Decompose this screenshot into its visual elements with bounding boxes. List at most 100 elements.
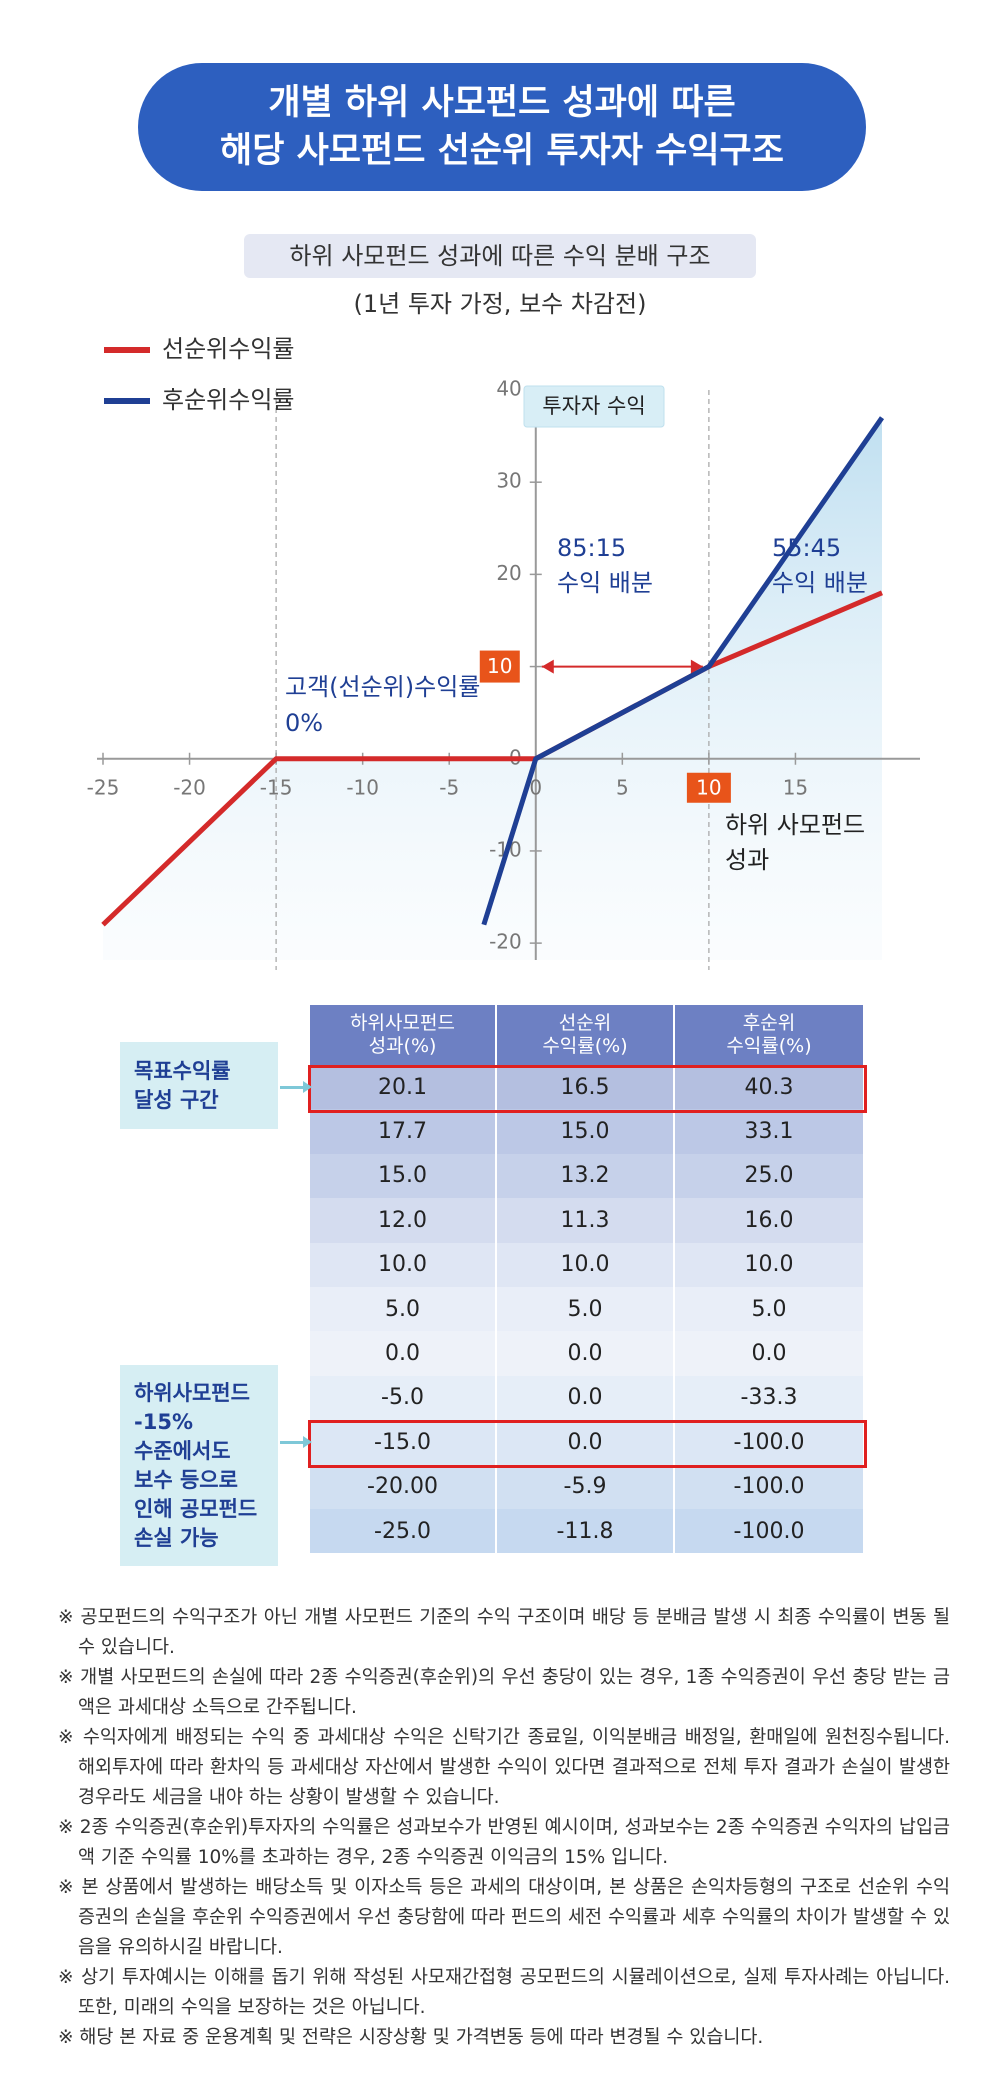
table-cell: -5.9: [497, 1464, 675, 1509]
annotation: 55:45: [772, 534, 841, 562]
annotation: 고객(선순위)수익률: [285, 673, 480, 701]
table-row: -15.0 0.0 -100.0: [310, 1420, 863, 1465]
table-cell: 17.7: [310, 1109, 497, 1154]
annotation: 투자자 수익: [542, 394, 645, 418]
chart: 하위 사모펀드 성과에 따른 수익 분배 구조 (1년 투자 가정, 보수 차감…: [87, 234, 920, 970]
table-cell: 16.5: [497, 1065, 675, 1110]
table-cell: -11.8: [497, 1508, 675, 1554]
arrow-head: [541, 659, 554, 674]
header-text: 후순위: [742, 1012, 796, 1034]
table-cell: -100.0: [733, 1429, 805, 1455]
table-cell: 5.0: [497, 1286, 675, 1332]
header-cell: 선순위 수익률(%): [497, 1005, 675, 1065]
side-arrow: [280, 1436, 312, 1449]
title-line: 개별 하위 사모펀드 성과에 따른: [268, 83, 736, 123]
subtitle-box: [244, 234, 756, 278]
x-tick-label: -5: [439, 775, 459, 799]
area-fill: [103, 417, 882, 960]
table-row: 0.0 0.0 0.0: [310, 1331, 863, 1376]
y-tick-label: 30: [496, 469, 521, 493]
table-cell: 0.0: [497, 1331, 675, 1376]
header-cell: 후순위 수익률(%): [675, 1005, 863, 1065]
table-cell: 15.0: [310, 1153, 497, 1199]
note: ※ 해당 본 자료 중 운용계획 및 전략은 시장상황 및 가격변동 등에 따라…: [58, 2027, 764, 2048]
y-tick-label: 20: [496, 561, 521, 585]
side-label-line: 보수 등으로: [134, 1467, 238, 1492]
legend-label: 후순위수익률: [162, 386, 294, 414]
table-cell: 0.0: [751, 1341, 787, 1367]
table-cell: 15.0: [497, 1109, 675, 1154]
table-cell: -33.3: [740, 1385, 798, 1411]
x-tick-label: 10: [696, 775, 721, 799]
x-tick-label: -20: [173, 775, 206, 799]
side-label-line: 인해 공모펀드: [134, 1496, 258, 1521]
table-cell: -15.0: [310, 1420, 497, 1465]
note: ※ 본 상품에서 발생하는 배당소득 및 이자소득 등은 과세의 대상이며, 본…: [58, 1877, 950, 1958]
side-label-line: 달성 구간: [134, 1087, 219, 1112]
y-tick-label: 10: [487, 654, 512, 678]
x-tick-label: -15: [260, 775, 293, 799]
x-tick-label: 15: [783, 775, 808, 799]
highlight-tick-box: [686, 772, 731, 803]
table-cell: 16.0: [744, 1207, 794, 1233]
title-line: 해당 사모펀드 선순위 투자자 수익구조: [220, 131, 784, 171]
table-header: 하위사모펀드 성과(%) 선순위 수익률(%) 후순위 수익률(%): [310, 1005, 863, 1065]
table-cell: -5.0: [310, 1375, 497, 1421]
table-cell: 20.1: [310, 1065, 497, 1110]
table-cell: -100.0: [733, 1518, 805, 1544]
annotation: 수익 배분: [557, 569, 653, 597]
table-cell: 0.0: [310, 1331, 497, 1376]
table-cell: 40.3: [744, 1074, 794, 1100]
table-cell: 25.0: [744, 1163, 794, 1189]
side-label-line: -15%: [134, 1409, 193, 1434]
notes: ※ 공모펀드의 수익구조가 아닌 개별 사모펀드 기준의 수익 구조이며 배당 …: [58, 1603, 950, 2053]
title-pill: 개별 하위 사모펀드 성과에 따른 해당 사모펀드 선순위 투자자 수익구조: [138, 63, 866, 191]
x-tick-label: 0: [529, 775, 542, 799]
table-row: 10.0 10.0 10.0: [310, 1242, 863, 1287]
table-cell: 10.0: [497, 1242, 675, 1287]
x-tick-label: -25: [87, 775, 120, 799]
header-text: 하위사모펀드: [350, 1012, 455, 1034]
highlight-tick-box: [479, 650, 520, 683]
x-tick-label: -10: [346, 775, 379, 799]
annotation: 0%: [285, 709, 323, 737]
table-cell: 10.0: [310, 1242, 497, 1287]
table-row: 17.7 15.0 33.1: [310, 1109, 863, 1154]
table-cell: -20.00: [310, 1464, 497, 1509]
y-tick-label: 40: [496, 377, 521, 401]
table-cell: 13.2: [497, 1153, 675, 1199]
table-cell: 0.0: [497, 1375, 675, 1421]
side-label-line: 목표수익률: [134, 1058, 231, 1083]
table-row: -5.0 0.0 -33.3: [310, 1375, 863, 1421]
chart-title: 하위 사모펀드 성과에 따른 수익 분배 구조: [289, 242, 710, 270]
annotation: 수익 배분: [772, 569, 868, 597]
table-cell: 12.0: [310, 1198, 497, 1243]
table-cell: -100.0: [733, 1474, 805, 1500]
side-label-line: 하위사모펀드: [134, 1380, 250, 1405]
x-axis-label: 하위 사모펀드: [725, 811, 865, 839]
annotation-box: [523, 385, 665, 428]
header-text: 수익률(%): [726, 1035, 812, 1057]
note: ※ 공모펀드의 수익구조가 아닌 개별 사모펀드 기준의 수익 구조이며 배당 …: [58, 1607, 950, 1658]
table-cell: 5.0: [310, 1286, 497, 1332]
table-row: 5.0 5.0 5.0: [310, 1286, 863, 1332]
note: ※ 수익자에게 배정되는 수익 중 과세대상 수익은 신탁기간 종료일, 이익분…: [58, 1727, 950, 1808]
table-row: 12.0 11.3 16.0: [310, 1198, 863, 1243]
table-cell: 5.0: [751, 1296, 787, 1322]
table-row: -20.00 -5.9 -100.0: [310, 1464, 863, 1509]
table-row: 15.0 13.2 25.0: [310, 1153, 863, 1199]
header-text: 수익률(%): [542, 1035, 628, 1057]
table-cell: 0.0: [497, 1420, 675, 1465]
table-row: 20.1 16.5 40.3: [310, 1065, 863, 1110]
header-text: 선순위: [558, 1012, 612, 1034]
side-label-line: 손실 가능: [134, 1525, 219, 1550]
table-row: -25.0 -11.8 -100.0: [310, 1508, 863, 1554]
legend-label: 선순위수익률: [162, 335, 294, 363]
table-cell: 33.1: [744, 1119, 794, 1145]
table-cell: -25.0: [310, 1508, 497, 1554]
table-cell: 11.3: [497, 1198, 675, 1243]
side-label-line: 수준에서도: [134, 1438, 231, 1463]
chart-subtitle: (1년 투자 가정, 보수 차감전): [354, 290, 647, 318]
header-text: 성과(%): [368, 1035, 437, 1057]
